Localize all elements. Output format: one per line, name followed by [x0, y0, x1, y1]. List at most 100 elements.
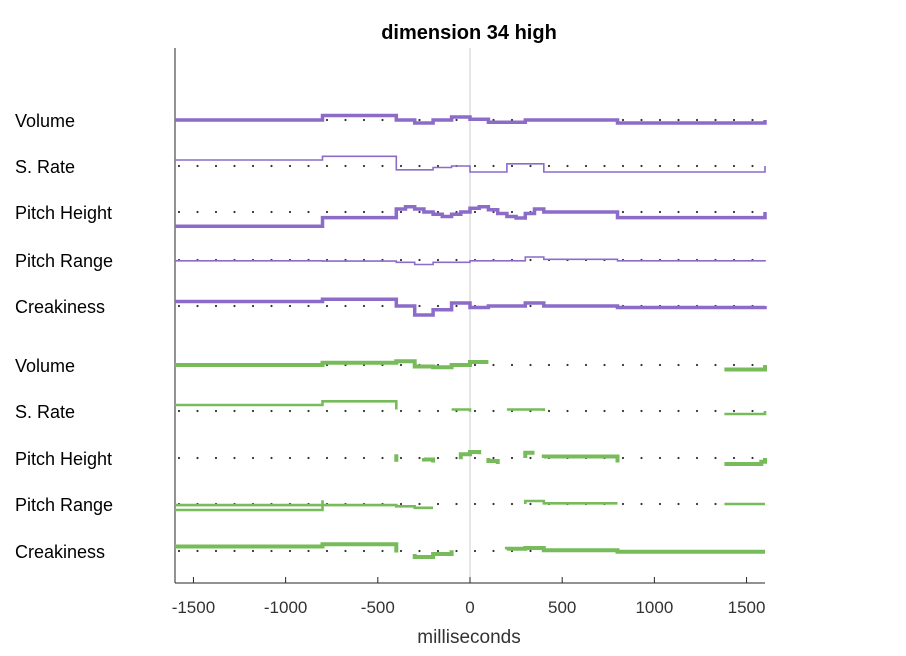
- baseline-dot: [603, 409, 606, 413]
- plot-axes: [174, 48, 765, 584]
- x-tick-label: 1000: [635, 598, 673, 617]
- series-green-pitch-height: [541, 454, 620, 463]
- baseline-dot: [621, 409, 625, 413]
- baseline-dot: [344, 409, 347, 413]
- x-axis-label: milliseconds: [417, 627, 520, 648]
- series-purple-s-rate: [175, 155, 766, 173]
- baseline-dot: [473, 210, 477, 214]
- series-green-pitch-height: [724, 458, 767, 466]
- baseline-dot: [196, 164, 199, 168]
- baseline-dot: [658, 363, 662, 367]
- baseline-dot: [381, 549, 384, 553]
- baseline-dot: [695, 363, 699, 367]
- baseline-dot: [233, 304, 236, 308]
- baseline-dot: [510, 164, 514, 168]
- baseline-dot: [677, 118, 680, 122]
- baseline-dot: [677, 164, 680, 168]
- series-green-creakiness: [504, 546, 765, 554]
- baseline-dot: [307, 164, 310, 168]
- baseline-dot: [640, 409, 643, 413]
- baseline-dot: [603, 363, 606, 367]
- baseline-dot: [732, 118, 736, 122]
- baseline-dot: [344, 456, 347, 460]
- baseline-dot: [436, 409, 440, 413]
- baseline-dot: [436, 549, 440, 553]
- baseline-dot: [732, 456, 736, 460]
- baseline-dot: [492, 502, 495, 506]
- baseline-dot: [381, 210, 384, 214]
- baseline-dot: [288, 210, 292, 214]
- baseline-dot: [732, 164, 736, 168]
- series-green-s-rate: [506, 408, 546, 411]
- baseline-dot: [732, 409, 736, 413]
- baseline-dot: [714, 456, 717, 460]
- series-green-pitch-range: [175, 500, 324, 512]
- baseline-dot: [196, 456, 199, 460]
- x-tick-label: -1500: [172, 598, 215, 617]
- baseline-dot: [399, 549, 403, 553]
- baseline-dot: [288, 409, 292, 413]
- baseline-dot: [473, 502, 477, 506]
- series-green-pitch-height: [486, 458, 500, 464]
- baseline-dot: [270, 210, 273, 214]
- baseline-dot: [399, 210, 403, 214]
- baseline-dot: [621, 456, 625, 460]
- baseline-dot: [455, 258, 458, 262]
- baseline-dot: [714, 363, 717, 367]
- baseline-dot: [288, 549, 292, 553]
- baseline-dot: [325, 549, 329, 553]
- baseline-dot: [732, 363, 736, 367]
- baseline-dot: [381, 164, 384, 168]
- baseline-dot: [566, 409, 569, 413]
- baseline-dot: [399, 258, 403, 262]
- series-green-s-rate: [175, 399, 398, 410]
- baseline-dot: [566, 363, 569, 367]
- series-green-creakiness: [175, 542, 399, 553]
- baseline-dot: [455, 456, 458, 460]
- baseline-dot: [695, 456, 699, 460]
- baseline-dot: [325, 456, 329, 460]
- baseline-dot: [196, 210, 199, 214]
- series-purple-pitch-range: [175, 256, 766, 266]
- baseline-dot: [529, 502, 532, 506]
- baseline-dot: [640, 502, 643, 506]
- series-purple-creakiness: [175, 297, 767, 317]
- row-label-purple-s-rate: S. Rate: [15, 157, 75, 177]
- baseline-dot: [677, 409, 680, 413]
- row-labels: Volume S. Rate Pitch Height Pitch Range Crea…: [15, 111, 113, 562]
- baseline-dot: [251, 210, 255, 214]
- baseline-dot: [233, 549, 236, 553]
- baseline-dot: [270, 164, 273, 168]
- baseline-dot: [381, 118, 384, 122]
- baseline-dot: [288, 164, 292, 168]
- baseline-dot: [418, 304, 421, 308]
- baseline-dot: [399, 456, 403, 460]
- baseline-dot: [436, 304, 440, 308]
- baseline-dot: [510, 363, 514, 367]
- baseline-dot: [658, 409, 662, 413]
- baseline-dot: [381, 456, 384, 460]
- baseline-dot: [751, 409, 754, 413]
- baseline-dot: [399, 502, 403, 506]
- baseline-dot: [418, 456, 421, 460]
- baseline-dot: [751, 164, 754, 168]
- baseline-dot: [307, 409, 310, 413]
- baseline-dot: [307, 549, 310, 553]
- chart-title: dimension 34 high: [381, 22, 557, 44]
- baseline-dot: [695, 118, 699, 122]
- baseline-dot: [455, 210, 458, 214]
- baseline-dot: [270, 409, 273, 413]
- row-label-purple-volume: Volume: [15, 111, 75, 131]
- series-green-volume: [724, 365, 767, 372]
- baseline-dot: [362, 456, 366, 460]
- baseline-dot: [695, 502, 699, 506]
- baseline-dot: [621, 164, 625, 168]
- baseline-dot: [196, 304, 199, 308]
- x-tick-label: -1000: [264, 598, 307, 617]
- baseline-dot: [362, 164, 366, 168]
- baseline-dot: [529, 164, 532, 168]
- baseline-dot: [510, 456, 514, 460]
- baseline-dot: [529, 363, 532, 367]
- baseline-dot: [418, 118, 421, 122]
- baseline-dot: [714, 164, 717, 168]
